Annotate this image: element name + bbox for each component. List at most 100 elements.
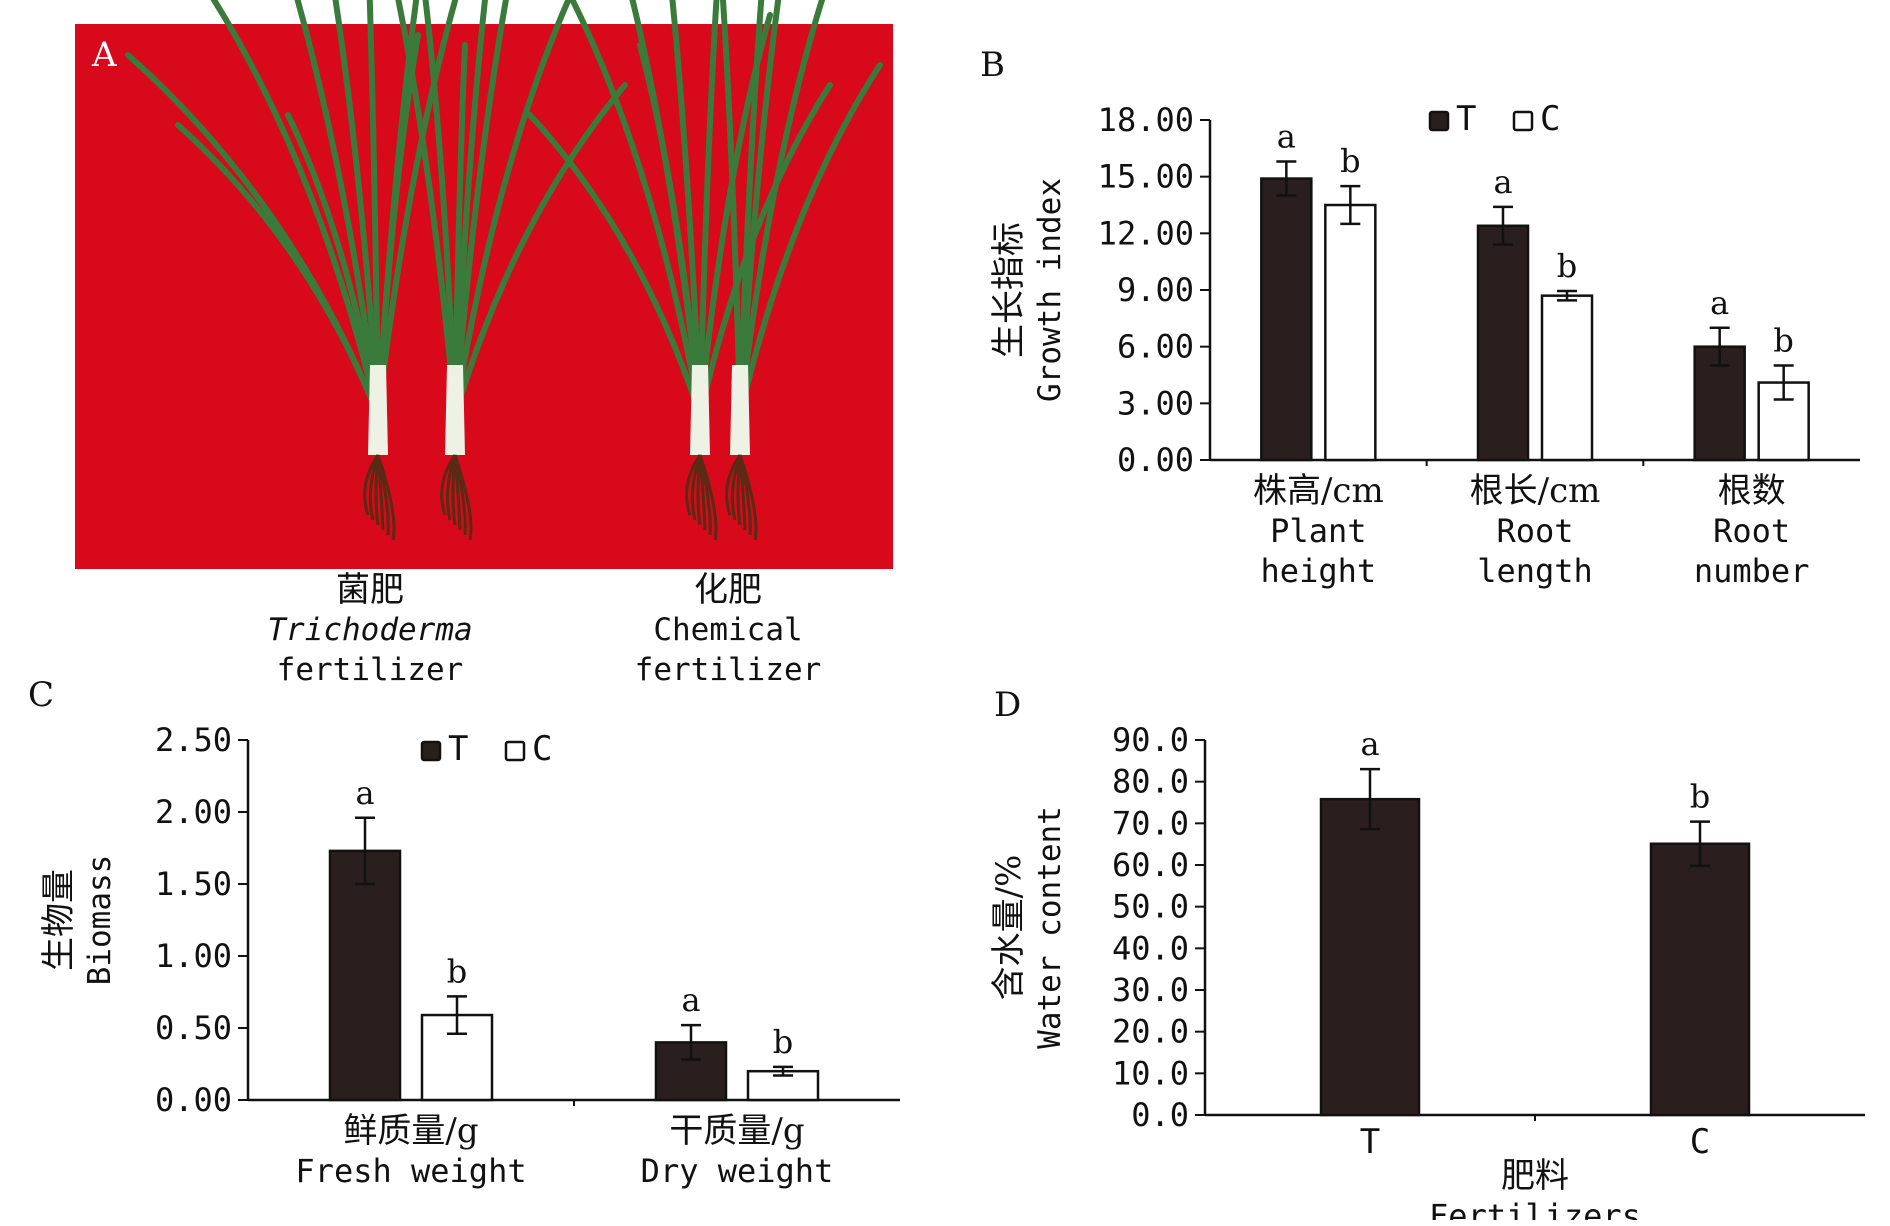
leaf-blade (375, 0, 420, 418)
y-tick-label: 2.50 (155, 721, 232, 759)
legend-swatch-t (420, 740, 442, 762)
bar-c (1324, 203, 1377, 462)
category-label-en: Dry weight (641, 1152, 834, 1190)
category-label-en: height (1261, 552, 1377, 590)
leaf-blade (452, 82, 628, 418)
leaf-blade (669, 0, 703, 418)
bar-t (1476, 224, 1530, 462)
plant-photo: A (75, 0, 893, 569)
leaf-blade (285, 112, 381, 418)
plant-stem (690, 365, 710, 455)
legend-label-t: T (1456, 99, 1476, 139)
y-tick-label: 60.0 (1112, 846, 1189, 884)
panel-letter-b: B (980, 45, 1005, 85)
leaf-blade (210, 0, 381, 418)
y-axis-title-en: Biomass (82, 855, 118, 986)
category-label-en: length (1477, 552, 1593, 590)
plant-root (698, 454, 718, 541)
y-tick-label: 0.00 (1117, 441, 1194, 479)
category-label-en: Root (1496, 512, 1573, 550)
plant-stem (368, 365, 388, 455)
y-tick-label: 30.0 (1112, 971, 1189, 1009)
y-tick-label: 6.00 (1117, 328, 1194, 366)
bar-value (1319, 797, 1421, 1117)
y-tick-label: 10.0 (1112, 1054, 1189, 1092)
y-tick-label: 70.0 (1112, 804, 1189, 842)
category-label-zh: 根长/cm (1470, 471, 1601, 511)
significance-letter: a (1360, 725, 1379, 763)
bar-c (1540, 294, 1594, 462)
bar-c (746, 1069, 820, 1102)
category-label-en: Fresh weight (295, 1152, 526, 1190)
leaf-blade (395, 0, 458, 418)
category-label-zh: 干质量/g (669, 1111, 804, 1151)
plant-root (376, 454, 396, 541)
category-label-zh: 鲜质量/g (343, 1111, 478, 1151)
leaf-blade (366, 0, 381, 418)
plant-root (738, 454, 758, 541)
y-axis-title-zh: 生长指标 (989, 222, 1029, 358)
y-tick-label: 0.0 (1131, 1096, 1189, 1134)
category-label-en: Plant (1270, 512, 1366, 550)
leaf-blade (569, 0, 703, 418)
category-label: T (1360, 1122, 1380, 1162)
bar-t (1260, 177, 1313, 462)
leaf-blade (719, 0, 743, 418)
legend-swatch-c (1512, 110, 1534, 132)
bar-value (1649, 842, 1751, 1117)
significance-letter: a (355, 774, 374, 812)
category-label: C (1690, 1122, 1710, 1162)
bar-t (328, 849, 402, 1102)
leaf-blade (452, 0, 572, 418)
y-tick-label: 18.00 (1098, 101, 1194, 139)
y-tick-label: 80.0 (1112, 763, 1189, 801)
y-tick-label: 90.0 (1112, 721, 1189, 759)
y-tick-label: 1.00 (155, 937, 232, 975)
leaf-blade (527, 112, 703, 418)
caption-trichoderma: 菌肥 Trichoderma fertilizer (190, 570, 550, 690)
y-tick-label: 12.00 (1098, 214, 1194, 252)
caption-trichoderma-en: fertilizer (276, 652, 464, 688)
y-tick-label: 0.50 (155, 1009, 232, 1047)
caption-trichoderma-italic: Trichoderma (267, 612, 473, 648)
legend-label-t: T (448, 729, 468, 769)
leaf-blade (737, 62, 883, 418)
leaf-blade (737, 0, 782, 418)
caption-chemical-zh: 化肥 (694, 570, 762, 610)
significance-letter: b (1340, 142, 1360, 180)
significance-letter: b (1557, 247, 1577, 285)
significance-letter: a (1493, 163, 1512, 201)
plant-drawing (125, 0, 883, 541)
panel-letter-a: A (91, 35, 117, 75)
chart-biomass: C 2.50 2.00 1.50 1.00 0.50 0.00 生物量 Biomass a b 鲜质量… (28, 675, 900, 1190)
leaf-blade (294, 0, 381, 418)
leaf-blade (637, 42, 703, 418)
plant-stem (730, 365, 750, 455)
category-label-zh: 株高/cm (1253, 471, 1384, 511)
significance-letter: b (1690, 778, 1710, 816)
category-label-en: number (1694, 552, 1810, 590)
y-tick-label: 20.0 (1112, 1013, 1189, 1051)
x-axis-title-en: Fertilizers (1429, 1197, 1641, 1220)
y-axis-title-en: Water content (1032, 806, 1068, 1049)
y-tick-label: 50.0 (1112, 888, 1189, 926)
plant-root (725, 454, 742, 516)
legend-label-c: C (532, 729, 552, 769)
significance-letter: b (773, 1023, 793, 1061)
leaf-blade (737, 0, 826, 418)
bar-c (420, 1013, 494, 1102)
panel-letter-c: C (28, 675, 54, 715)
y-tick-label: 0.00 (155, 1081, 232, 1119)
significance-letter: b (447, 952, 467, 990)
caption-trichoderma-zh: 菌肥 (336, 570, 404, 610)
chart-water-content: D 90.0 80.070.0 60.0 50.040.0 30.0 20.010.0 0.0… (989, 685, 1865, 1220)
caption-chemical-en: Chemical fertilizer (634, 612, 822, 688)
leaf-blade (452, 0, 509, 418)
leaf-blade (175, 122, 381, 418)
leaf-blade (452, 42, 468, 418)
y-tick-label: 2.00 (155, 793, 232, 831)
plant-root (440, 454, 457, 516)
significance-letter: b (1773, 322, 1793, 360)
leaf-blade (332, 0, 381, 418)
legend-swatch-t (1428, 110, 1450, 132)
